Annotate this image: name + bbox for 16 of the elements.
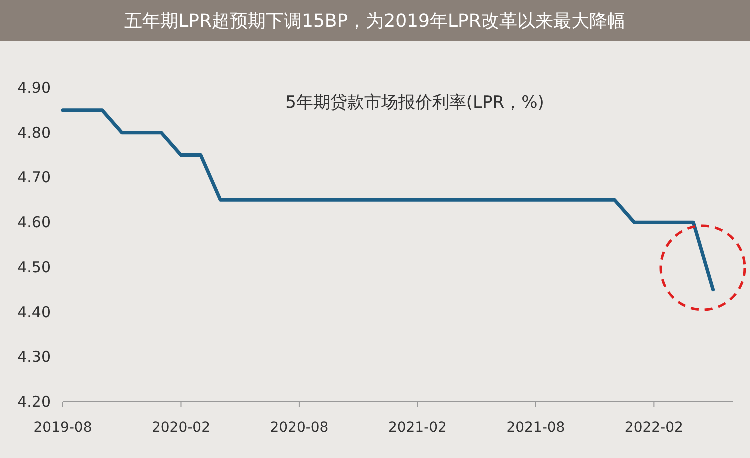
- y-tick-label: 4.30: [18, 348, 51, 366]
- x-tick-label: 2020-02: [152, 420, 210, 436]
- y-tick-label: 4.40: [18, 303, 51, 322]
- y-tick-label: 4.70: [18, 168, 51, 187]
- x-tick-label: 2021-08: [506, 420, 566, 436]
- y-tick-label: 4.80: [18, 124, 51, 142]
- x-tick-label: 2019-08: [34, 420, 92, 436]
- x-tick-label: 2022-02: [624, 420, 684, 436]
- y-tick-label: 4.20: [18, 393, 51, 411]
- chart-subtitle: 5年期贷款市场报价利率(LPR，%): [286, 93, 544, 113]
- y-tick-label: 4.60: [18, 214, 51, 232]
- x-tick-label: 2020-08: [270, 420, 329, 436]
- chart-title: 五年期LPR超预期下调15BP，为2019年LPR改革以来最大降幅: [124, 11, 626, 32]
- y-tick-label: 4.90: [18, 79, 51, 97]
- y-tick-label: 4.50: [18, 258, 51, 276]
- x-tick-label: 2021-02: [388, 420, 447, 436]
